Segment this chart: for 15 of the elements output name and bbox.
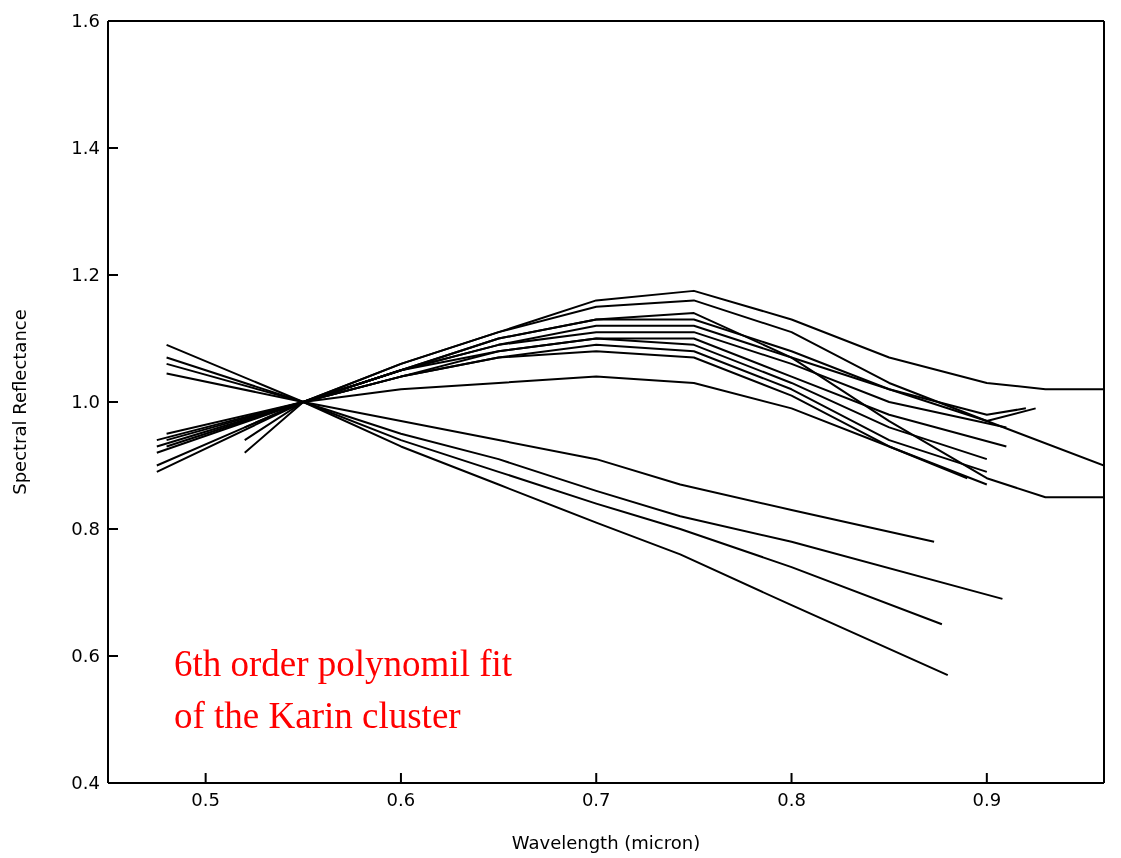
- x-tick-label: 0.8: [777, 788, 806, 810]
- y-tick-label: 1.4: [71, 137, 100, 159]
- x-axis-title: Wavelength (micron): [511, 832, 701, 853]
- y-tick-label: 1.0: [71, 391, 100, 413]
- x-tick-label: 0.7: [581, 788, 611, 810]
- y-tick-label: 0.8: [71, 518, 100, 540]
- y-tick-label: 1.2: [71, 264, 100, 286]
- y-tick-label: 1.6: [71, 10, 100, 32]
- x-tick-label: 0.5: [191, 788, 220, 810]
- annotation: 6th order polynomil fit of the Karin cluster: [174, 642, 513, 738]
- x-tick-label: 0.6: [386, 788, 416, 810]
- y-axis-title: Spectral Reflectance: [9, 309, 31, 495]
- y-tick-label: 0.4: [71, 772, 100, 794]
- x-tick-label: 0.9: [972, 788, 1002, 810]
- y-tick-label: 0.6: [71, 645, 100, 667]
